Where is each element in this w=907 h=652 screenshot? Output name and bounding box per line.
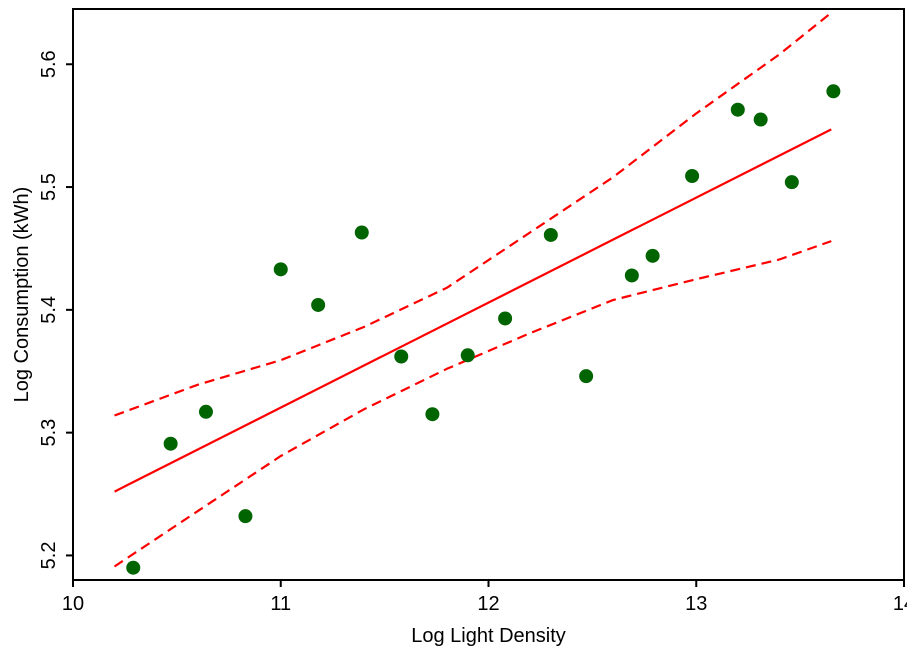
x-tick-label: 10 <box>62 593 84 615</box>
data-point <box>685 169 700 184</box>
x-tick-label: 12 <box>477 593 499 615</box>
y-tick-label: 5.3 <box>38 419 60 447</box>
ci-upper-line <box>114 11 832 417</box>
data-point <box>498 311 513 326</box>
y-tick-label: 5.6 <box>38 50 60 78</box>
ci-lower-line <box>113 240 832 568</box>
data-point <box>579 369 594 384</box>
data-point <box>425 407 440 422</box>
fit-line <box>114 128 832 493</box>
data-point <box>126 560 141 575</box>
data-point <box>460 348 475 363</box>
data-point <box>354 225 369 240</box>
x-tick-label: 13 <box>685 593 707 615</box>
data-point <box>311 297 326 312</box>
plot-frame <box>72 8 905 581</box>
x-tick-label: 11 <box>270 593 291 615</box>
data-point <box>753 112 768 127</box>
data-point <box>784 175 799 190</box>
data-point <box>273 262 288 277</box>
data-point <box>163 436 178 451</box>
data-point <box>394 349 409 364</box>
x-axis-title: Log Light Density <box>411 625 566 647</box>
y-tick-label: 5.2 <box>38 542 60 570</box>
data-point <box>645 248 660 263</box>
data-point <box>730 102 745 117</box>
data-point <box>543 227 558 242</box>
y-tick-label: 5.4 <box>38 296 60 324</box>
y-tick-label: 5.5 <box>38 173 60 201</box>
data-point <box>826 84 841 99</box>
x-tick-label: 14 <box>893 593 907 615</box>
data-point <box>624 268 639 283</box>
data-point <box>238 509 253 524</box>
y-axis-title: Log Consumption (kWh) <box>11 187 33 403</box>
data-point <box>198 404 213 419</box>
